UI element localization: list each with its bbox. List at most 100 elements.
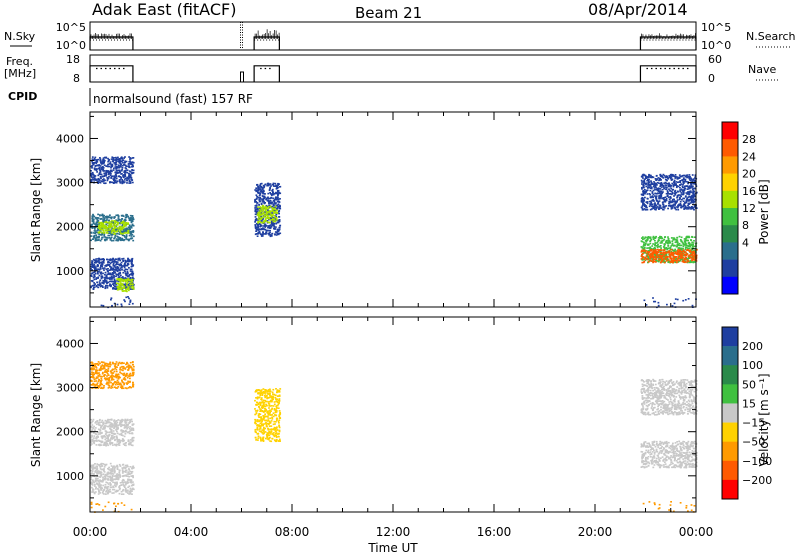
range-cell (113, 382, 116, 384)
range-cell (121, 418, 123, 421)
range-cell (669, 200, 672, 203)
range-cell (674, 248, 677, 251)
range-cell (131, 271, 134, 274)
range-cell (90, 224, 93, 226)
range-cell (121, 480, 124, 482)
range-cell (123, 374, 126, 376)
range-cell (652, 198, 655, 201)
range-cell (265, 208, 268, 211)
range-cell (653, 300, 655, 303)
range-cell (100, 265, 103, 267)
range-cell (125, 264, 128, 267)
range-cell (641, 247, 644, 249)
range-cell (129, 419, 132, 422)
range-cell (104, 265, 107, 267)
range-cell (94, 467, 97, 469)
range-cell (656, 206, 658, 208)
range-cell (683, 204, 686, 207)
range-cell (255, 218, 258, 220)
range-cell (132, 169, 135, 172)
range-cell (269, 229, 271, 232)
range-cell (256, 235, 259, 237)
range-cell (96, 382, 99, 384)
range-cell (104, 370, 107, 372)
range-cell (123, 225, 126, 228)
range-cell (681, 179, 684, 181)
range-cell (272, 207, 274, 210)
range-cell (129, 426, 132, 428)
range-cell (102, 279, 105, 282)
range-cell (111, 216, 113, 218)
range-cell (120, 176, 123, 179)
range-cell (98, 257, 100, 260)
range-cell (659, 196, 662, 198)
range-cell (113, 225, 116, 228)
range-cell (657, 202, 660, 204)
range-cell (107, 160, 110, 163)
range-cell (275, 213, 278, 216)
range-cell (117, 287, 119, 289)
range-cell (105, 274, 108, 277)
range-cell (260, 216, 263, 218)
range-cell (123, 235, 126, 237)
range-cell (92, 221, 95, 224)
range-cell (91, 279, 94, 282)
range-cell (120, 261, 123, 264)
range-cell (94, 427, 97, 429)
range-cell (266, 221, 269, 223)
range-cell (130, 178, 133, 181)
range-cell (109, 262, 112, 265)
range-cell (103, 218, 106, 221)
range-cell (690, 239, 693, 242)
range-cell (673, 302, 676, 305)
range-cell (115, 174, 118, 176)
range-cell (652, 257, 655, 260)
range-cell (128, 179, 131, 182)
range-cell (642, 186, 645, 188)
range-cell (651, 256, 654, 258)
range-cell (113, 386, 116, 388)
range-cell (103, 444, 106, 446)
range-cell (682, 180, 685, 183)
range-cell (690, 183, 692, 185)
range-cell (119, 274, 122, 277)
range-cell (117, 419, 120, 421)
range-cell (99, 162, 102, 164)
range-cell (115, 368, 118, 371)
range-cell (107, 273, 110, 275)
range-cell (119, 230, 121, 232)
range-cell (105, 276, 108, 279)
range-cell (126, 171, 128, 174)
range-cell (674, 256, 677, 258)
range-cell (675, 261, 678, 264)
range-cell (681, 240, 683, 243)
range-cell (91, 260, 93, 262)
range-cell (115, 288, 118, 290)
range-cell (691, 195, 694, 197)
range-cell (128, 165, 131, 167)
range-cell (674, 207, 677, 210)
range-cell (121, 225, 124, 227)
range-cell (127, 289, 130, 292)
range-cell (129, 300, 132, 303)
range-cell (103, 159, 106, 162)
range-cell (646, 247, 648, 249)
range-cell (647, 183, 650, 185)
range-cell (115, 163, 118, 166)
range-cell (659, 188, 662, 190)
range-cell (128, 273, 131, 276)
range-cell (109, 162, 112, 165)
range-cell (646, 201, 649, 203)
range-cell (643, 250, 646, 253)
range-cell (126, 366, 128, 368)
range-cell (130, 262, 133, 264)
range-cell (268, 225, 270, 227)
range-cell (255, 197, 258, 200)
range-cell (681, 190, 684, 192)
range-cell (267, 221, 270, 224)
range-cell (116, 238, 118, 240)
range-cell (264, 228, 267, 231)
range-cell (688, 185, 691, 187)
range-cell (118, 444, 121, 446)
